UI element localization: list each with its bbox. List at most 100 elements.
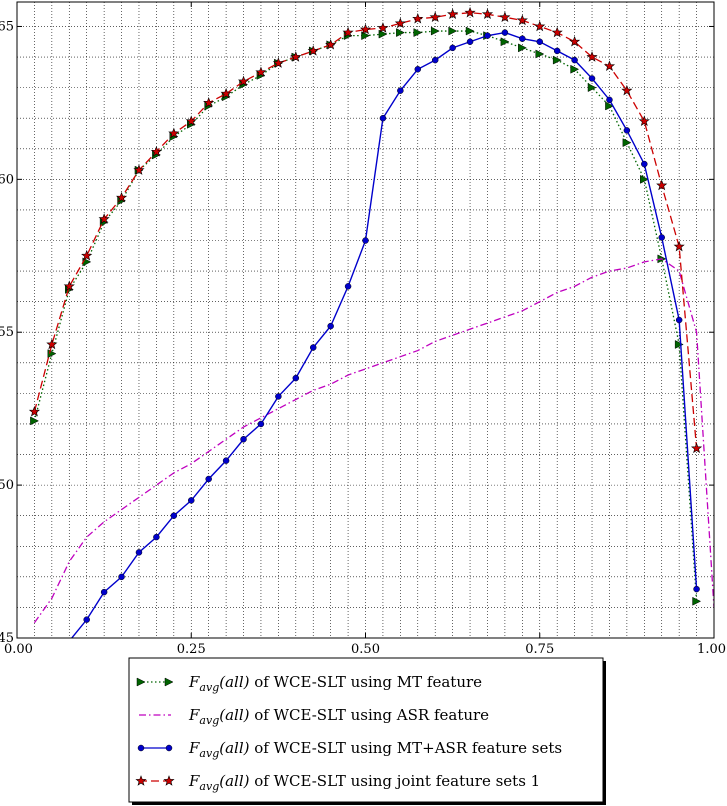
data-point	[257, 420, 265, 428]
data-point	[81, 249, 93, 261]
data-point	[309, 344, 317, 351]
data-point	[570, 64, 580, 74]
data-point	[484, 32, 491, 39]
data-point	[188, 497, 195, 504]
data-point	[98, 213, 110, 224]
legend-entry: Favg(all) of WCE-SLT using joint feature…	[135, 772, 540, 793]
legend-label: Favg(all) of WCE-SLT using ASR feature	[188, 706, 489, 727]
data-point	[586, 51, 598, 62]
data-point	[342, 26, 354, 38]
series-line	[70, 31, 698, 638]
data-point	[588, 75, 596, 82]
data-point	[136, 677, 146, 687]
series-3	[68, 29, 700, 638]
series-line	[33, 12, 698, 449]
series-4	[28, 6, 703, 454]
data-point	[46, 338, 58, 350]
legend-entry: Favg(all) of WCE-SLT using MT+ASR featur…	[137, 739, 562, 760]
series-2	[33, 258, 714, 624]
data-point	[255, 66, 267, 78]
data-point	[500, 37, 510, 47]
data-point	[674, 340, 684, 349]
axis-ticks: 0.00 0.25 0.50 0.75 1.00 45 50 55 60 65	[0, 2, 726, 657]
x-tick-label: 0.50	[351, 642, 380, 657]
legend-label: Favg(all) of WCE-SLT using MT+ASR featur…	[188, 739, 562, 760]
x-tick-label: 0.25	[177, 642, 206, 657]
data-point	[150, 145, 162, 157]
data-point	[465, 26, 475, 36]
data-point	[603, 60, 616, 71]
data-point	[429, 11, 441, 23]
data-point	[163, 775, 175, 786]
data-point	[431, 56, 439, 64]
data-point	[379, 114, 387, 122]
data-point	[535, 49, 545, 59]
data-point	[499, 11, 511, 23]
data-point	[394, 17, 406, 29]
data-point	[553, 47, 561, 55]
data-point	[448, 26, 458, 36]
data-point	[413, 28, 423, 37]
x-tick-label: 1.00	[697, 642, 726, 657]
data-point	[115, 191, 128, 203]
data-point	[623, 127, 631, 134]
y-tick-label: 55	[0, 325, 14, 340]
data-point	[693, 585, 700, 593]
data-point	[237, 75, 250, 87]
data-point	[272, 57, 284, 68]
data-point	[501, 29, 509, 36]
data-point	[516, 14, 528, 26]
data-point	[327, 322, 334, 330]
series-line	[33, 258, 714, 624]
data-point	[165, 744, 173, 752]
x-tick-label: 0.00	[4, 642, 33, 657]
data-point	[359, 23, 372, 35]
data-point	[137, 744, 145, 752]
data-point	[362, 237, 369, 244]
data-point	[378, 29, 388, 39]
data-point	[135, 549, 143, 556]
data-point	[30, 416, 39, 426]
data-point	[118, 573, 125, 581]
data-point	[569, 35, 581, 47]
data-point	[536, 38, 543, 45]
y-tick-label: 50	[0, 478, 14, 493]
data-point	[449, 44, 456, 52]
data-point	[68, 637, 71, 638]
data-point	[605, 101, 615, 111]
data-point	[275, 393, 282, 400]
data-point	[658, 234, 665, 241]
data-point	[100, 588, 108, 596]
data-point	[290, 51, 302, 62]
data-point	[447, 8, 459, 19]
series-layer	[28, 6, 714, 638]
legend-label: Favg(all) of WCE-SLT using joint feature…	[188, 772, 540, 793]
data-point	[377, 22, 389, 33]
data-point	[361, 31, 371, 41]
data-point	[396, 28, 405, 37]
data-point	[153, 533, 160, 541]
data-point	[397, 87, 404, 94]
data-point	[571, 56, 578, 64]
data-point	[430, 26, 440, 36]
data-point	[466, 38, 474, 45]
data-point	[325, 38, 337, 50]
legend-entry: Favg(all) of WCE-SLT using ASR feature	[139, 706, 489, 727]
data-point	[414, 66, 422, 73]
data-point	[656, 179, 668, 191]
data-point	[691, 442, 703, 454]
data-point	[205, 475, 212, 483]
data-point	[675, 316, 683, 324]
y-tick-label: 45	[0, 631, 14, 646]
data-point	[552, 55, 562, 65]
data-point	[133, 164, 145, 175]
data-point	[164, 677, 174, 687]
data-point	[641, 160, 648, 168]
data-point	[481, 8, 494, 19]
data-point	[638, 115, 650, 126]
data-point	[185, 115, 197, 126]
data-point	[344, 283, 352, 290]
data-point	[551, 26, 563, 38]
legend-entry: Favg(all) of WCE-SLT using MT feature	[136, 673, 482, 694]
